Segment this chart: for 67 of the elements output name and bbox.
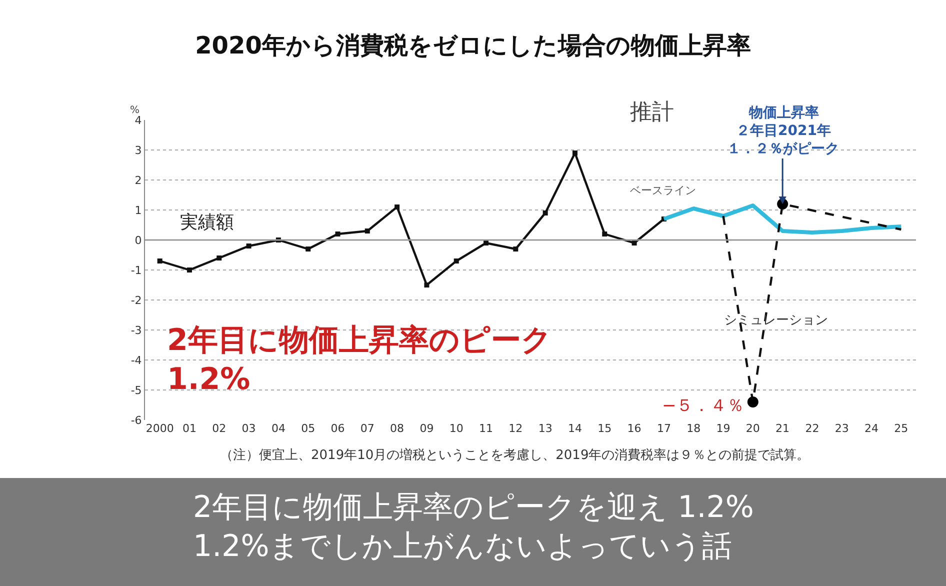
x-tick-label: 17 xyxy=(656,422,671,435)
x-tick-label: 01 xyxy=(182,422,196,435)
y-tick-label: -4 xyxy=(130,354,142,367)
point xyxy=(306,246,311,252)
x-tick-label: 11 xyxy=(479,422,494,435)
point xyxy=(513,246,518,252)
x-tick-label: 03 xyxy=(242,422,256,435)
annotation: 物価上昇率 xyxy=(748,104,819,121)
chart-title: 2020年から消費税をゼロにした場合の物価上昇率 xyxy=(195,31,751,60)
x-tick-label: 20 xyxy=(746,422,760,435)
point xyxy=(632,240,637,246)
annotation: 実績額 xyxy=(180,212,234,233)
annotation: １．２％がピーク xyxy=(727,141,839,157)
x-tick-label: 18 xyxy=(686,422,701,435)
x-tick-label: 13 xyxy=(538,422,552,435)
y-tick-label: 0 xyxy=(134,234,142,247)
y-tick-label: 3 xyxy=(134,144,142,157)
x-tick-label: 04 xyxy=(271,422,286,435)
x-tick-label: 07 xyxy=(360,422,374,435)
y-tick-label: -1 xyxy=(130,264,142,277)
x-tick-label: 24 xyxy=(864,422,879,435)
x-tick-label: 19 xyxy=(716,422,730,435)
y-tick-label: 1 xyxy=(134,204,142,217)
point xyxy=(335,232,340,236)
x-tick-label: 15 xyxy=(598,422,612,435)
point xyxy=(602,232,608,236)
x-tick-label: 22 xyxy=(805,422,820,435)
x-tick-label: 14 xyxy=(568,422,582,435)
point xyxy=(572,150,578,156)
point xyxy=(484,240,489,246)
point xyxy=(394,204,400,210)
y-tick-label: 2 xyxy=(134,174,142,187)
x-tick-label: 08 xyxy=(390,422,404,435)
line-series xyxy=(662,204,904,234)
point xyxy=(246,244,252,248)
annotation: −５．４％ xyxy=(662,396,744,416)
y-axis-title: % xyxy=(130,105,140,116)
x-tick-label: 05 xyxy=(301,422,316,435)
x-tick-label: 06 xyxy=(330,422,345,435)
y-tick-label: -3 xyxy=(130,324,142,337)
x-tick-label: 21 xyxy=(776,422,790,435)
point xyxy=(542,210,548,216)
point xyxy=(186,268,192,272)
annotation: 2年目に物価上昇率のピーク 1.2% xyxy=(167,323,552,397)
annotation: 推計 xyxy=(630,100,674,125)
point xyxy=(157,258,162,264)
y-tick-label: -5 xyxy=(130,384,142,397)
x-tick-label: 25 xyxy=(894,422,908,435)
annotation: シミュレーション xyxy=(724,313,828,328)
annotation: ２年目2021年 xyxy=(736,123,831,139)
point xyxy=(424,282,430,288)
y-tick-label: -6 xyxy=(130,414,142,427)
text: 2年目に物価上昇率のピークを迎え 1.2% 1.2%までしか上がんないよっていう話 xyxy=(193,490,754,564)
point xyxy=(364,228,370,234)
y-tick-label: 4 xyxy=(134,114,142,127)
x-tick-label: 10 xyxy=(449,422,464,435)
x-tick-label: 16 xyxy=(627,422,642,435)
x-tick-label: 23 xyxy=(834,422,849,435)
text: （注）便宜上、2019年10月の増税ということを考慮し、2019年の消費税率は９％との前提で試算。 xyxy=(220,447,810,463)
x-tick-label: 02 xyxy=(212,422,226,435)
x-tick-label: 2000 xyxy=(146,422,174,435)
point xyxy=(454,258,459,264)
x-tick-label: 12 xyxy=(508,422,523,435)
x-tick-label: 09 xyxy=(420,422,434,435)
point xyxy=(216,256,222,260)
y-tick-label: -2 xyxy=(130,294,142,307)
annotation: ベースライン xyxy=(630,184,696,197)
